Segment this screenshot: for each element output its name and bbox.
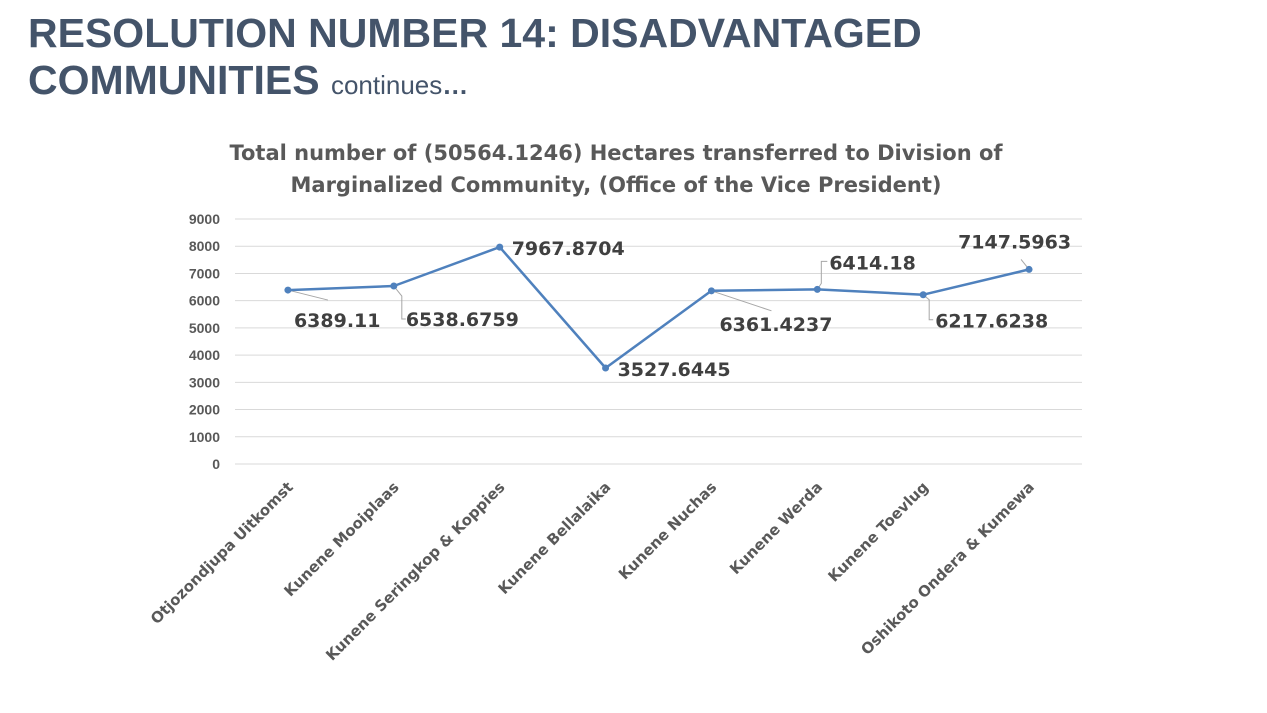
data-label: 7967.8704 xyxy=(512,238,625,260)
x-tick-label: Kunene Nuchas xyxy=(615,478,720,583)
slide-title: RESOLUTION NUMBER 14: DISADVANTAGED COMM… xyxy=(28,10,1228,109)
x-tick-label: Oshikoto Ondera & Kumewa xyxy=(857,478,1038,659)
data-label: 6389.11 xyxy=(294,310,381,332)
series-line xyxy=(287,245,1030,370)
x-tick-label: Kunene Werda xyxy=(726,478,826,578)
y-tick-label: 7000 xyxy=(189,265,220,281)
data-label: 6361.4237 xyxy=(719,314,832,336)
y-tick-label: 5000 xyxy=(189,320,220,336)
label-leader-line xyxy=(816,260,828,290)
y-tick-label: 6000 xyxy=(189,293,220,309)
chart-title-line2: Marginalized Community, (Office of the V… xyxy=(291,173,942,197)
data-point xyxy=(602,364,610,372)
slide-title-ellipsis: … xyxy=(442,70,469,100)
y-tick-label: 8000 xyxy=(189,238,220,254)
data-point xyxy=(1025,265,1033,273)
data-label: 6538.6759 xyxy=(406,309,519,331)
chart-title-line1: Total number of (50564.1246) Hectares tr… xyxy=(229,141,1003,165)
y-tick-label: 0 xyxy=(212,456,220,472)
data-points xyxy=(284,243,1033,372)
x-tick-label: Kunene Mooiplaas xyxy=(281,478,403,600)
data-point xyxy=(707,287,715,295)
x-tick-label: Kunene Toevlug xyxy=(825,478,933,586)
label-leader-line xyxy=(922,294,934,321)
slide-title-suffix: continues xyxy=(330,70,443,100)
y-tick-label: 4000 xyxy=(189,347,220,363)
y-tick-label: 2000 xyxy=(189,402,220,418)
data-point xyxy=(496,243,504,251)
data-label: 6414.18 xyxy=(829,252,916,274)
y-tick-label: 9000 xyxy=(189,211,220,227)
data-label: 6217.6238 xyxy=(935,311,1048,333)
label-leader-line xyxy=(287,289,329,301)
label-leader-line xyxy=(711,290,772,312)
data-point xyxy=(284,286,292,294)
data-point xyxy=(390,282,398,290)
x-tick-label: Kunene Seringkop & Koppies xyxy=(322,478,508,664)
y-axis: 0 1000 2000 3000 4000 5000 6000 7000 8000 9000 xyxy=(189,211,220,472)
slide-title-main: COMMUNITIES xyxy=(28,57,320,103)
x-tick-label: Kunene Bellalaika xyxy=(495,478,615,598)
data-point xyxy=(813,285,821,293)
label-leader-lines xyxy=(287,259,1030,321)
slide-title-line1: RESOLUTION NUMBER 14: DISADVANTAGED xyxy=(28,10,922,56)
data-point xyxy=(919,291,927,299)
x-tick-label: Otjozondjupa Uitkomst xyxy=(147,478,297,628)
label-leader-line xyxy=(393,285,406,320)
y-tick-label: 1000 xyxy=(189,429,220,445)
data-label: 3527.6445 xyxy=(618,359,731,381)
slide-title-line2: COMMUNITIES continues… xyxy=(28,57,1228,109)
y-tick-label: 3000 xyxy=(189,374,220,390)
data-labels: 6389.11 6538.6759 7967.8704 3527.6445 6361.4… xyxy=(294,231,1071,381)
gridlines xyxy=(235,218,1082,465)
data-label: 7147.5963 xyxy=(958,231,1071,253)
